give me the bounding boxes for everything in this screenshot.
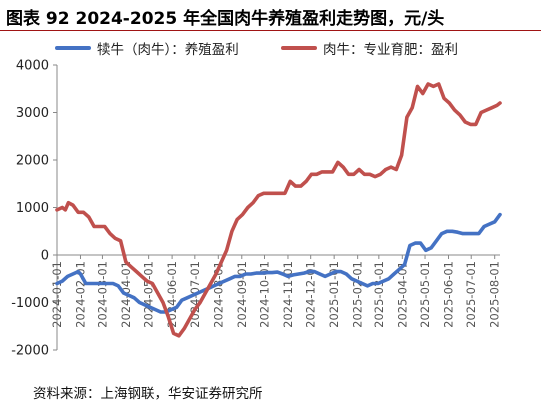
source-note: 资料来源：上海钢联，华安证券研究所 — [33, 386, 263, 402]
y-tick-label: 1000 — [16, 201, 49, 216]
x-tick-label: 2025-07-01 — [464, 261, 478, 328]
legend-swatch-series-2 — [281, 46, 317, 50]
x-tick-label: 2025-06-01 — [442, 261, 456, 328]
x-tick-label: 2024-12-01 — [304, 261, 318, 328]
legend-label-series-2: 肉牛：专业育肥：盈利 — [323, 42, 458, 58]
y-tick-label: 0 — [41, 249, 49, 264]
x-tick-label: 2024-11-01 — [281, 261, 295, 328]
x-tick-label: 2024-03-01 — [95, 261, 109, 328]
x-tick-label: 2025-05-01 — [418, 261, 432, 328]
x-tick-label: 2024-05-01 — [142, 261, 156, 328]
legend-swatch-series-1 — [55, 46, 91, 50]
y-tick-label: -2000 — [11, 344, 49, 359]
x-tick-label: 2025-04-01 — [395, 261, 409, 328]
x-tick-label: 2024-10-01 — [257, 261, 271, 328]
series-line-2 — [55, 82, 502, 338]
y-tick-label: 2000 — [16, 154, 49, 169]
series-line-1 — [55, 212, 502, 314]
legend-item-series-2: 肉牛：专业育肥：盈利 — [281, 38, 458, 58]
x-tick-label: 2025-03-01 — [372, 261, 386, 328]
y-tick-label: 4000 — [16, 59, 49, 74]
title-divider — [0, 30, 541, 31]
legend-label-series-1: 犊牛（肉牛）：养殖盈利 — [97, 42, 239, 58]
legend-item-series-1: 犊牛（肉牛）：养殖盈利 — [55, 38, 239, 58]
x-tick-label: 2024-01-01 — [50, 261, 64, 328]
legend: 犊牛（肉牛）：养殖盈利 肉牛：专业育肥：盈利 — [0, 38, 541, 58]
x-tick-label: 2025-01-01 — [327, 261, 341, 328]
y-tick-label: 3000 — [16, 106, 49, 121]
chart-title: 图表 92 2024-2025 年全国肉牛养殖盈利走势图，元/头 — [6, 9, 445, 29]
x-tick-label: 2025-08-01 — [488, 261, 502, 328]
y-tick-label: -1000 — [11, 296, 49, 311]
x-tick-label: 2025-02-01 — [351, 261, 365, 328]
x-tick-label: 2024-09-01 — [235, 261, 249, 328]
